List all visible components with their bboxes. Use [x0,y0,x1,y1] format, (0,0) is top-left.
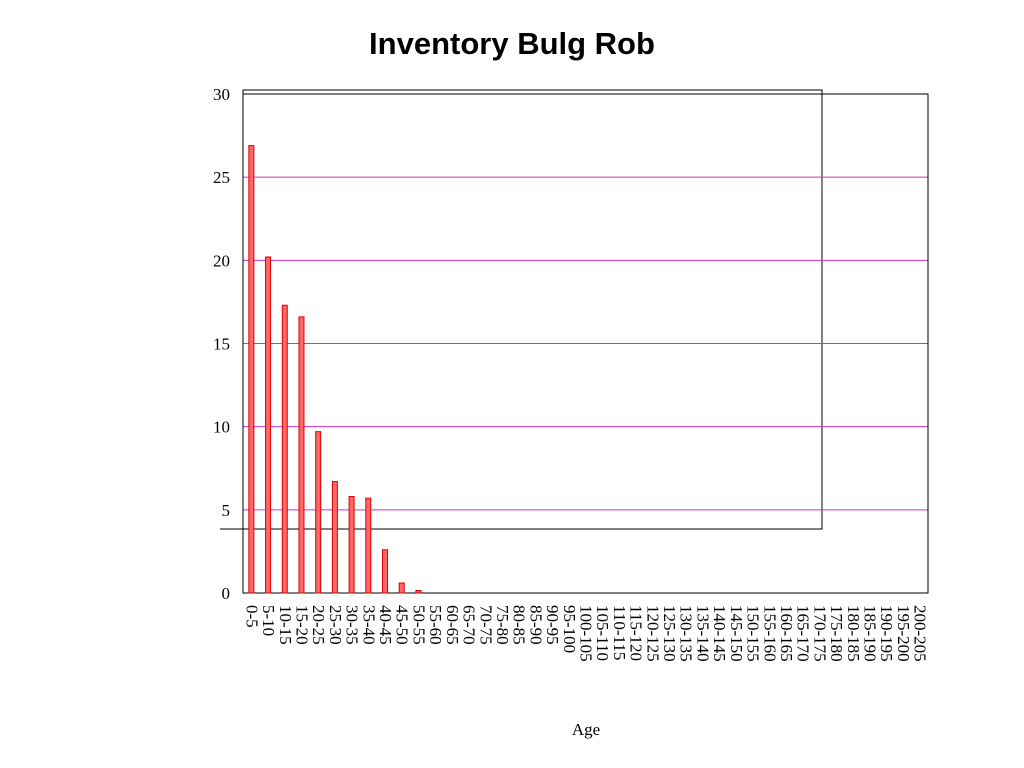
x-tick-label: 20-25 [309,605,328,645]
x-tick-label: 55-60 [426,605,445,645]
x-tick-label: 190-195 [877,605,896,662]
x-tick-label: 200-205 [911,605,930,662]
chart-title: Inventory Bulg Rob [369,26,655,61]
x-tick-label: 0-5 [242,605,261,628]
x-tick-label: 110-115 [610,605,629,660]
x-tick-label: 120-125 [643,605,662,662]
x-tick-label: 175-180 [827,605,846,662]
x-tick-label: 135-140 [693,605,712,662]
x-tick-label: 10-15 [276,605,295,645]
bar [265,256,272,594]
x-tick-label: 5-10 [259,605,278,636]
y-tick-label: 20 [213,251,230,270]
x-tick-label: 35-40 [359,605,378,645]
x-tick-label: 75-80 [493,605,512,645]
x-tick-label: 70-75 [476,605,495,645]
x-tick-label: 160-165 [777,605,796,662]
plot-frame [242,93,929,594]
x-tick-label: 125-130 [660,605,679,662]
x-axis-label: Age [572,720,600,739]
x-tick-label: 45-50 [393,605,412,645]
x-tick-label: 145-150 [727,605,746,662]
x-tick-label: 100-105 [577,605,596,662]
bar [315,431,322,594]
x-tick-label: 115-120 [627,605,646,661]
x-tick-label: 165-170 [794,605,813,662]
bar [298,316,305,594]
x-tick-label: 95-100 [560,605,579,653]
bar [398,582,405,594]
x-tick-label: 130-135 [677,605,696,662]
x-tick-label: 195-200 [894,605,913,662]
bar [348,496,355,594]
bar [415,590,422,594]
y-tick-label: 0 [222,584,231,603]
bar [331,481,338,594]
x-tick-label: 155-160 [760,605,779,662]
y-tick-label: 25 [213,168,230,187]
x-tick-label: 140-145 [710,605,729,662]
x-tick-label: 185-190 [861,605,880,662]
x-tick-label: 80-85 [510,605,529,645]
y-tick-label: 15 [213,335,230,354]
y-tick-label: 5 [222,501,231,520]
x-tick-label: 40-45 [376,605,395,645]
bar [365,497,372,594]
x-tick-label: 180-185 [844,605,863,662]
x-tick-label: 50-55 [409,605,428,645]
y-tick-label: 30 [213,85,230,104]
x-tick-label: 150-155 [744,605,763,662]
y-tick-label: 10 [213,418,230,437]
legend-box [242,89,823,530]
x-tick-label: 90-95 [543,605,562,645]
x-tick-label: 65-70 [460,605,479,645]
x-tick-label: 15-20 [292,605,311,645]
x-tick-label: 170-175 [810,605,829,662]
x-tick-label: 85-90 [526,605,545,645]
bar [281,304,288,594]
x-tick-label: 25-30 [326,605,345,645]
x-tick-label: 30-35 [343,605,362,645]
bar [382,549,389,594]
bar [248,145,255,594]
x-tick-label: 60-65 [443,605,462,645]
x-tick-label: 105-110 [593,605,612,661]
